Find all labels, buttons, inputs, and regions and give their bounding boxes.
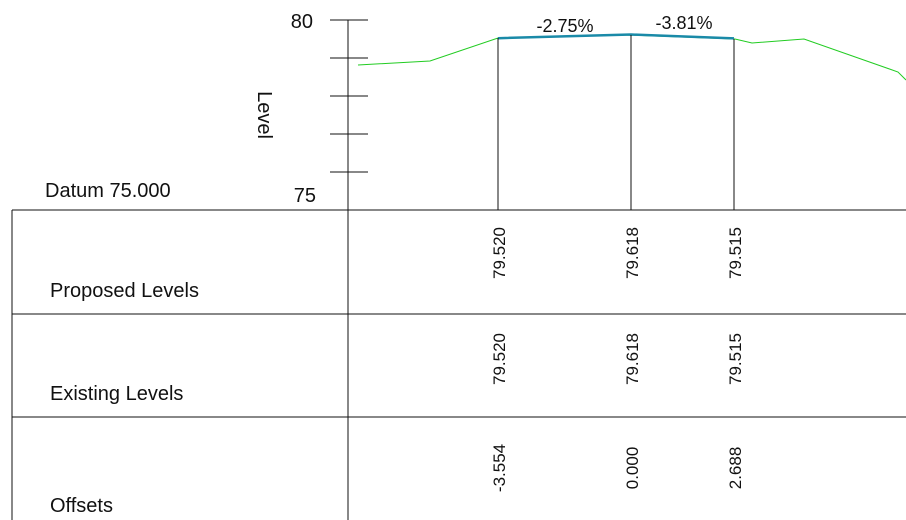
axis-tick-label-top: 80 <box>291 11 313 33</box>
proposed-level-value: 79.520 <box>490 227 509 279</box>
grade-label-left: -2.75% <box>536 16 593 36</box>
offset-value: -3.554 <box>490 444 509 492</box>
existing-level-value: 79.515 <box>726 333 745 385</box>
proposed-level-value: 79.515 <box>726 227 745 279</box>
row-label-proposed-levels: Proposed Levels <box>50 280 199 302</box>
row-label-existing-levels: Existing Levels <box>50 383 183 405</box>
axis-ticks <box>330 19 368 173</box>
offset-value: 0.000 <box>623 447 642 490</box>
existing-level-value: 79.618 <box>623 333 642 385</box>
datum-label: Datum 75.000 <box>45 180 171 202</box>
existing-ground-line <box>357 34 906 81</box>
proposed-level-value: 79.618 <box>623 227 642 279</box>
offset-values: -3.554 0.000 2.688 <box>490 444 745 492</box>
axis-title: Level <box>253 91 275 139</box>
data-table-grid <box>11 209 906 520</box>
axis-tick-label-bottom: 75 <box>294 185 316 207</box>
existing-level-values: 79.520 79.618 79.515 <box>490 333 745 385</box>
offset-value: 2.688 <box>726 447 745 490</box>
existing-level-value: 79.520 <box>490 333 509 385</box>
proposed-level-values: 79.520 79.618 79.515 <box>490 227 745 279</box>
grade-label-right: -3.81% <box>655 13 712 33</box>
row-label-offsets: Offsets <box>50 495 113 517</box>
proposed-level-line <box>497 33 735 40</box>
